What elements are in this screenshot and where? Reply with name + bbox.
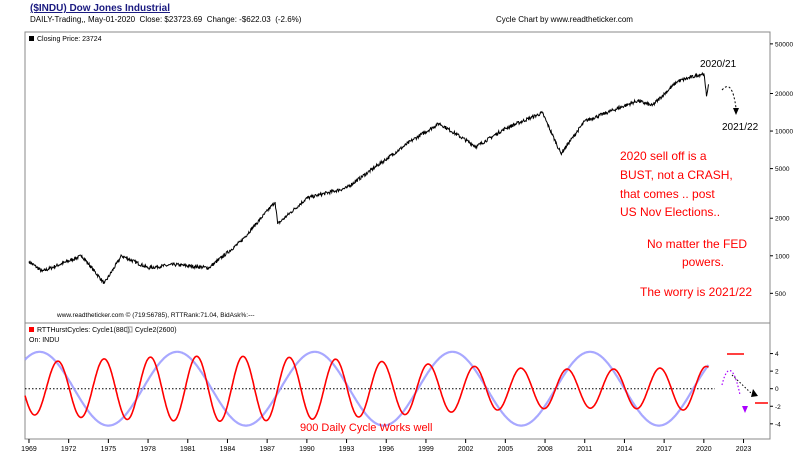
commentary-line-2: BUST, not a CRASH, (620, 168, 733, 182)
cycle-on-label: On: INDU (29, 337, 59, 344)
label-2021-22: 2021/22 (722, 122, 759, 133)
cycle-panel-frame (24, 322, 771, 440)
chart-title: ($INDU) Dow Jones Industrial (30, 3, 171, 14)
cycle-y-tick-label: 2 (775, 369, 779, 376)
x-tick-label: 1984 (220, 446, 236, 453)
chart-subtitle: DAILY-Trading,, May-01-2020 Close: $2372… (30, 15, 302, 24)
forecast-arrow-head (733, 108, 739, 115)
cycle2-line (24, 350, 710, 427)
x-tick-label: 1978 (140, 446, 156, 453)
price-y-tick-label: 5000 (775, 166, 790, 173)
cycle-forecast-arrow-purple (742, 406, 748, 413)
cycle-forecast-dotted-1 (721, 369, 741, 396)
x-tick-label: 1996 (378, 446, 394, 453)
cycle-forecast-dotted-2 (731, 374, 753, 395)
x-tick-label: 2011 (577, 446, 592, 453)
source-label: Cycle Chart by www.readtheticker.com (496, 15, 633, 24)
cycle1-legend-swatch (29, 327, 34, 332)
axes-layer: 500 1000 2000 5000 10000 20000 50000 -4 -2 0 2 4 196… (21, 41, 793, 453)
cycle-annotation: 900 Daily Cycle Works well (300, 422, 432, 434)
x-tick-label: 1999 (418, 446, 434, 453)
cycle2-legend: Cycle2(2600) (135, 327, 177, 334)
x-tick-label: 1975 (101, 446, 117, 453)
x-tick-label: 1987 (259, 446, 275, 453)
cycle-forecast-arrow-black (751, 389, 758, 397)
price-y-tick-label: 1000 (775, 253, 790, 260)
label-2020-21: 2020/21 (700, 59, 737, 70)
price-y-tick-label: 2000 (775, 216, 790, 223)
x-tick-label: 2014 (617, 446, 633, 453)
price-y-tick-label: 20000 (775, 91, 793, 98)
cycle-y-tick-label: 0 (775, 386, 779, 393)
price-y-tick-label: 10000 (775, 129, 793, 136)
cycle-y-tick-label: -4 (775, 421, 781, 428)
x-tick-label: 2008 (537, 446, 553, 453)
x-tick-label: 2020 (696, 446, 712, 453)
price-y-tick-label: 50000 (775, 41, 793, 48)
x-tick-label: 1972 (61, 446, 77, 453)
cycle1-line (24, 355, 709, 422)
x-tick-label: 2017 (656, 446, 672, 453)
watermark-text: www.readtheticker.com © (719:56785), RTT… (56, 311, 255, 319)
cycle2-legend-swatch (126, 326, 133, 333)
x-tick-label: 2023 (736, 446, 752, 453)
x-tick-label: 1969 (21, 446, 37, 453)
price-layer (28, 71, 709, 284)
price-line (28, 71, 709, 284)
x-tick-label: 2005 (498, 446, 514, 453)
commentary-line-4: US Nov Elections.. (620, 205, 720, 219)
x-tick-label: 1993 (339, 446, 355, 453)
commentary-line-6: powers. (682, 255, 724, 269)
price-legend: Closing Price: 23724 (37, 36, 102, 43)
forecast-arrow-path (721, 86, 737, 109)
commentary-line-3: that comes .. post (620, 187, 715, 201)
x-tick-label: 1981 (180, 446, 196, 453)
commentary-line-1: 2020 sell off is a (620, 149, 707, 163)
cycle-y-tick-label: -2 (775, 404, 781, 411)
price-legend-swatch (29, 36, 34, 41)
cycle-layer (24, 350, 710, 427)
cycle-y-tick-label: 4 (775, 351, 779, 358)
price-y-tick-label: 500 (775, 291, 786, 298)
cycle1-legend: RTTHurstCycles: Cycle1(880) (37, 327, 130, 334)
x-tick-label: 1990 (299, 446, 315, 453)
commentary-line-5: No matter the FED (647, 237, 747, 251)
x-tick-label: 2002 (458, 446, 474, 453)
commentary-line-7: The worry is 2021/22 (640, 285, 752, 299)
